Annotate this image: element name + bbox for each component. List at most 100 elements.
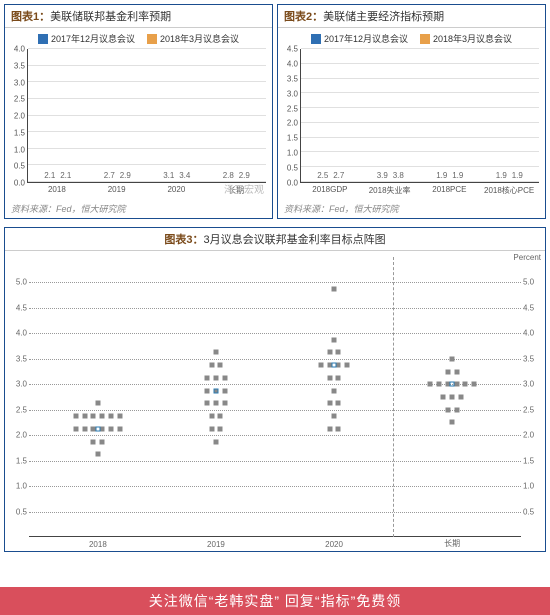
ytick: 1.5 — [7, 128, 25, 137]
dot — [332, 337, 337, 342]
dot — [95, 426, 100, 431]
legend-swatch — [420, 34, 430, 44]
xlabel: 2018核心PCE — [484, 185, 534, 196]
chart3-xaxis — [29, 536, 521, 537]
bar-value: 2.7 — [333, 171, 344, 180]
ytick: 3.5 — [7, 61, 25, 70]
ytick: 0.5 — [7, 162, 25, 171]
chart2-title-num: 图表2： — [284, 11, 323, 23]
dot — [450, 382, 455, 387]
dot — [336, 375, 341, 380]
ytick: 0.5 — [523, 507, 541, 516]
bar-value: 2.9 — [239, 171, 250, 180]
ytick: 0.0 — [7, 179, 25, 188]
ytick: 3.0 — [280, 89, 298, 98]
bar-value: 3.8 — [393, 171, 404, 180]
dot — [218, 363, 223, 368]
chart1-legend-item-1: 2017年12月议息会议 — [38, 32, 135, 45]
chart2-area: 0.00.51.01.52.02.53.03.54.04.5 2.52.73.9… — [278, 49, 545, 199]
ytick: 3.0 — [9, 380, 27, 389]
dot — [222, 375, 227, 380]
dot — [205, 388, 210, 393]
legend-label: 2017年12月议息会议 — [51, 32, 135, 45]
ytick: 1.0 — [280, 149, 298, 158]
dot — [454, 407, 459, 412]
dot — [336, 401, 341, 406]
legend-swatch — [311, 34, 321, 44]
bar-value: 3.1 — [163, 171, 174, 180]
ytick: 1.0 — [7, 145, 25, 154]
xlabel: 2018失业率 — [369, 185, 411, 196]
dot — [213, 350, 218, 355]
ytick: 1.5 — [280, 134, 298, 143]
dot — [91, 439, 96, 444]
chart3-title-num: 图表3： — [164, 234, 203, 246]
ytick: 2.5 — [280, 104, 298, 113]
bar-value: 2.1 — [44, 171, 55, 180]
dot — [91, 414, 96, 419]
dot — [472, 382, 477, 387]
chart2-legend: 2017年12月议息会议 2018年3月议息会议 — [278, 28, 545, 49]
legend-label: 2018年3月议息会议 — [160, 32, 239, 45]
bottom-text: 关注微信“老韩实盘” 回复“指标”免费领 — [149, 591, 402, 611]
legend-swatch — [147, 34, 157, 44]
ytick: 3.5 — [523, 354, 541, 363]
bar-value: 3.4 — [179, 171, 190, 180]
ytick: 4.5 — [9, 303, 27, 312]
ytick: 1.5 — [9, 456, 27, 465]
chart3-ylabel: Percent — [513, 253, 541, 262]
ytick: 2.0 — [9, 431, 27, 440]
ytick: 4.0 — [9, 329, 27, 338]
dot — [209, 414, 214, 419]
chart1-panel: 图表1：美联储联邦基金利率预期 2017年12月议息会议 2018年3月议息会议… — [4, 4, 273, 219]
dot — [218, 414, 223, 419]
ytick: 0.0 — [280, 179, 298, 188]
dot — [82, 426, 87, 431]
chart3-title: 图表3：3月议息会议联邦基金利率目标点阵图 — [5, 228, 545, 251]
legend-label: 2017年12月议息会议 — [324, 32, 408, 45]
chart1-plot: 2.12.12.72.93.13.42.82.9 — [27, 49, 266, 183]
bar-value: 1.9 — [512, 171, 523, 180]
dot — [458, 395, 463, 400]
ytick: 1.0 — [9, 482, 27, 491]
dot — [427, 382, 432, 387]
bar-value: 1.9 — [496, 171, 507, 180]
chart2-legend-item-1: 2017年12月议息会议 — [311, 32, 408, 45]
dot — [213, 388, 218, 393]
dot — [209, 363, 214, 368]
dot — [327, 350, 332, 355]
ytick: 3.0 — [523, 380, 541, 389]
chart1-title-text: 美联储联邦基金利率预期 — [50, 11, 171, 23]
ytick: 0.5 — [280, 164, 298, 173]
xlabel: 2018GDP — [312, 185, 347, 194]
bar-value: 3.9 — [377, 171, 388, 180]
chart3-title-text: 3月议息会议联邦基金利率目标点阵图 — [204, 234, 386, 246]
dot — [100, 439, 105, 444]
chart2-yaxis: 0.00.51.01.52.02.53.03.54.04.5 — [280, 49, 298, 183]
xlabel: 2018 — [89, 540, 107, 549]
ytick: 1.5 — [523, 456, 541, 465]
dot — [218, 426, 223, 431]
dot — [332, 388, 337, 393]
xlabel: 2020 — [325, 540, 343, 549]
ytick: 4.0 — [523, 329, 541, 338]
dot — [336, 363, 341, 368]
dot — [73, 426, 78, 431]
dot — [445, 369, 450, 374]
dot — [332, 363, 337, 368]
dot — [450, 395, 455, 400]
bar-value: 2.7 — [104, 171, 115, 180]
legend-label: 2018年3月议息会议 — [433, 32, 512, 45]
ytick: 2.5 — [9, 405, 27, 414]
dot — [118, 414, 123, 419]
dot — [454, 382, 459, 387]
dot — [318, 363, 323, 368]
dot — [222, 401, 227, 406]
bottom-bar: 关注微信“老韩实盘” 回复“指标”免费领 — [0, 587, 550, 615]
dot — [213, 401, 218, 406]
dot — [327, 401, 332, 406]
dot — [95, 452, 100, 457]
dot — [118, 426, 123, 431]
dot — [336, 426, 341, 431]
dot — [332, 286, 337, 291]
